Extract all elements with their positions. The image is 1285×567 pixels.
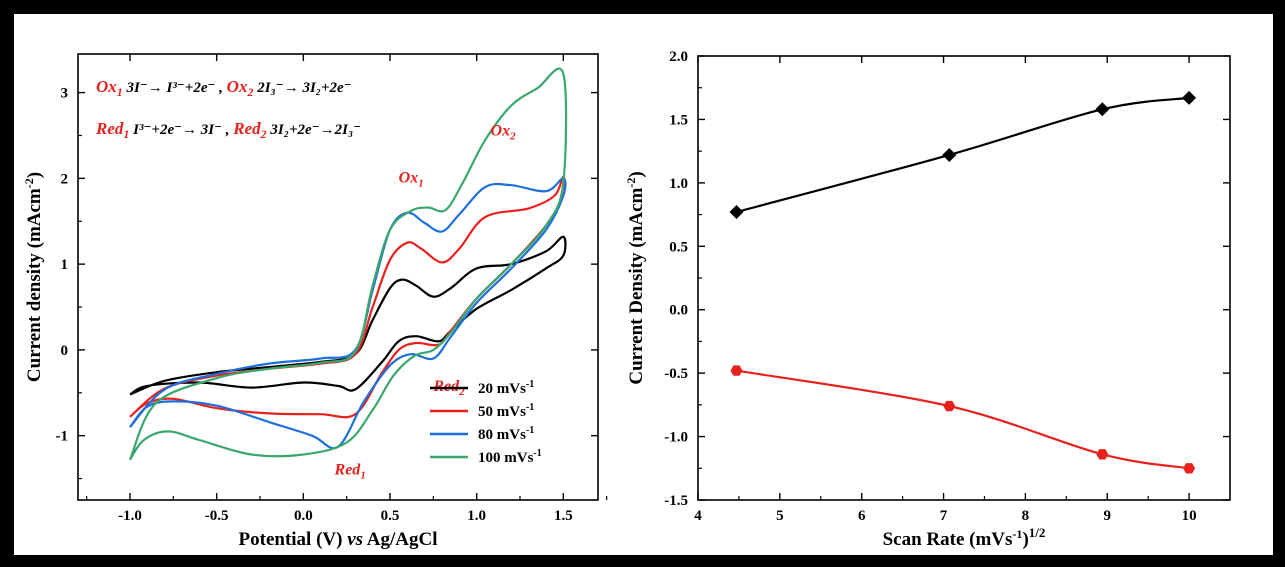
- reaction-line-1: Ox1 3I⁻→ I³⁻+2e⁻ , Ox2 2I₃⁻→ 3I₂+2e⁻: [96, 77, 352, 99]
- scan-rate-chart: 4 5 6 7 8 9 10 -1.5 -1.0 -0.5 0.0 0.5 1.0 1.5 2.0 Scan …: [624, 49, 1231, 550]
- scan-plot-frame: [697, 55, 1231, 501]
- cv-chart: -1.0 -0.5 0.0 0.5 1.0 1.5 -1 0 1 2 3 Ox1 3I⁻→ I³⁻+2…: [22, 53, 608, 550]
- scan-series-line: [736, 96, 1190, 214]
- scan-x-tick-label: 10: [1182, 508, 1197, 524]
- cv-x-tick-label: 0.5: [381, 508, 400, 524]
- cv-x-tick-label: -0.5: [205, 508, 229, 524]
- scan-y-tick-label: 1.0: [669, 176, 688, 192]
- scan-x-tick-label: 7: [940, 508, 948, 524]
- legend-entry: 50 mVs-1: [478, 402, 534, 420]
- scan-y-tick-label: 0.5: [669, 239, 688, 255]
- scan-x-tick-label: 8: [1022, 508, 1030, 524]
- data-point-marker: [1182, 90, 1197, 105]
- scan-y-tick-label: -1.0: [664, 430, 688, 446]
- data-point-marker: [729, 205, 744, 220]
- scan-series-line: [736, 369, 1190, 470]
- peak-label: Red1: [334, 461, 366, 481]
- data-point-marker: [942, 147, 957, 162]
- cv-y-tick-label: -1: [56, 429, 69, 445]
- scan-y-tick-label: 1.5: [669, 112, 688, 128]
- reaction-line-2: Red1 I³⁻+2e⁻→ 3I⁻ , Red2 3I₂+2e⁻→2I₃⁻: [95, 119, 361, 141]
- scan-y-tick-label: -0.5: [664, 366, 688, 382]
- peak-label: Ox2: [491, 122, 517, 142]
- scan-x-tick-label: 9: [1103, 508, 1111, 524]
- cv-series-line: [128, 67, 568, 461]
- data-point-marker: [1183, 463, 1196, 474]
- scan-y-tick-label: 2.0: [669, 49, 688, 65]
- scan-y-axis-label: Current Density (mAcm-2): [624, 171, 647, 384]
- cv-series-line: [129, 235, 567, 396]
- cv-y-tick-label: 1: [61, 257, 69, 273]
- cv-y-tick-label: 2: [61, 171, 69, 187]
- cv-x-tick-label: 1.5: [554, 508, 573, 524]
- data-point-marker: [730, 365, 743, 376]
- cv-x-tick-label: -1.0: [118, 508, 142, 524]
- peak-label: Ox1: [399, 170, 424, 190]
- figure-svg: -1.0 -0.5 0.0 0.5 1.0 1.5 -1 0 1 2 3 Ox1 3I⁻→ I³⁻+2…: [22, 49, 1231, 550]
- cv-y-tick-label: 3: [61, 86, 69, 102]
- scan-x-axis-label: Scan Rate (mVs-1)1/2: [883, 525, 1046, 550]
- cv-x-tick-label: 0.0: [294, 508, 313, 524]
- cv-x-tick-label: 1.0: [467, 508, 486, 524]
- scan-x-tick-label: 4: [694, 508, 702, 524]
- scan-x-tick-label: 6: [858, 508, 866, 524]
- scan-x-tick-label: 5: [776, 508, 784, 524]
- data-point-marker: [943, 400, 956, 412]
- cv-x-axis-label: Potential (V) vs Ag/AgCl: [239, 529, 438, 550]
- legend-entry: 100 mVs-1: [478, 448, 542, 466]
- cv-y-axis-label: Current density (mAcm-2): [22, 172, 45, 382]
- legend-entry: 80 mVs-1: [478, 425, 534, 443]
- data-point-marker: [1095, 102, 1110, 117]
- legend-entry: 20 mVs-1: [478, 379, 534, 397]
- scan-y-tick-label: 0.0: [669, 303, 688, 319]
- data-point-marker: [1096, 449, 1109, 460]
- scan-y-tick-label: -1.5: [664, 493, 688, 509]
- figure-paper: -1.0 -0.5 0.0 0.5 1.0 1.5 -1 0 1 2 3 Ox1 3I⁻→ I³⁻+2…: [14, 14, 1273, 555]
- peak-label: Red2: [432, 378, 465, 398]
- cv-y-tick-label: 0: [61, 343, 69, 359]
- cv-plot-frame: [77, 53, 599, 501]
